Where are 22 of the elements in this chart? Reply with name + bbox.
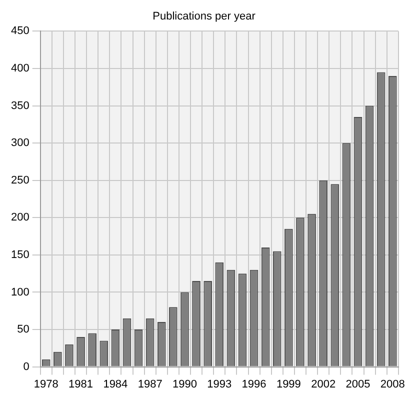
y-tick-label: 100 [10, 286, 30, 298]
x-tick-label: 1993 [207, 378, 232, 390]
x-tick-label: 1996 [242, 378, 266, 390]
y-tick-label: 300 [10, 137, 30, 150]
x-tick-label: 1984 [103, 378, 128, 390]
x-tick-label: 1987 [138, 378, 162, 390]
y-tick-label: 250 [10, 174, 30, 186]
y-tick-label: 400 [10, 62, 30, 75]
x-tick-label: 2008 [380, 378, 405, 390]
x-tick-label: 1981 [68, 378, 94, 390]
chart-title: Publications per year [152, 10, 256, 23]
x-tick-label: 2005 [346, 378, 370, 390]
x-tick-label: 2002 [311, 378, 336, 390]
y-tick-label: 0 [23, 360, 30, 373]
y-tick-label: 350 [10, 100, 30, 112]
x-tick-label: 1990 [172, 378, 197, 390]
y-tick-label: 50 [17, 324, 30, 336]
x-tick-label: 1978 [34, 378, 58, 390]
y-tick-label: 450 [10, 25, 30, 38]
y-tick-label: 200 [10, 212, 30, 224]
y-tick-label: 150 [10, 248, 30, 261]
x-tick-label: 1999 [276, 378, 301, 390]
